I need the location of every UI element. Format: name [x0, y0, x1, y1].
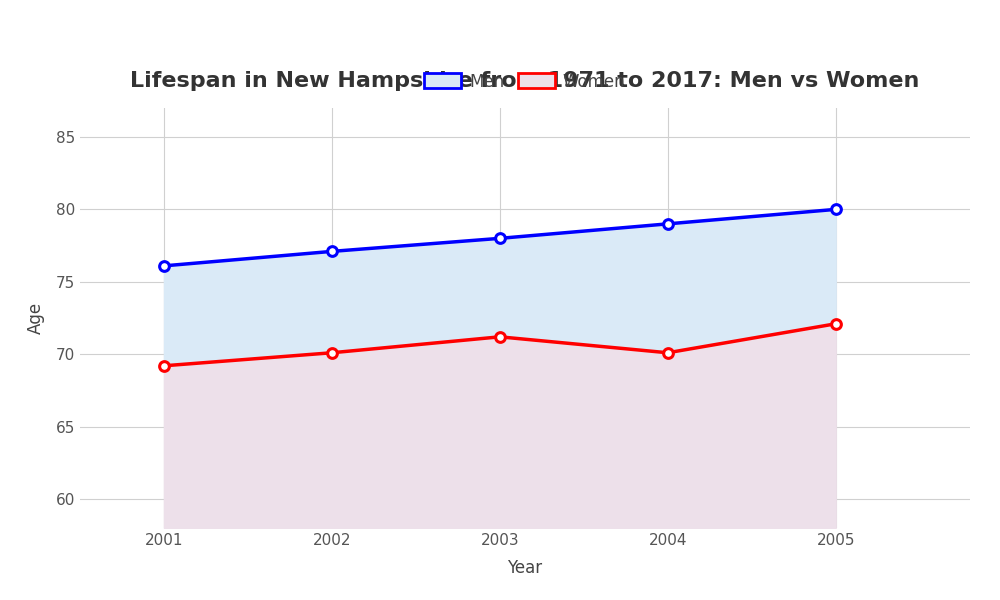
Title: Lifespan in New Hampshire from 1971 to 2017: Men vs Women: Lifespan in New Hampshire from 1971 to 2…	[130, 71, 920, 91]
Y-axis label: Age: Age	[27, 302, 45, 334]
Legend: Men, Women: Men, Women	[418, 66, 632, 97]
X-axis label: Year: Year	[507, 559, 543, 577]
